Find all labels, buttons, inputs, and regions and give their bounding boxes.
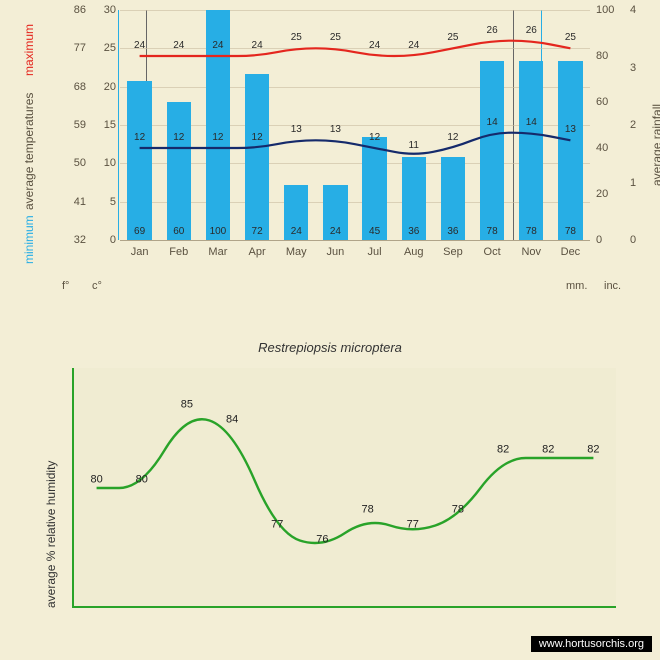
- y-title-minimum: minimum: [22, 215, 36, 264]
- species-name: Restrepiopsis microptera: [0, 340, 660, 355]
- y-ticks-mm: 020406080100: [596, 10, 624, 240]
- y-ticks-in: 01234: [630, 10, 654, 240]
- y-ticks-f: 32415059687786: [62, 10, 86, 240]
- humidity-chart: 808085847776787778828282: [56, 368, 616, 618]
- humidity-plot: 808085847776787778828282: [74, 368, 616, 608]
- unit-mm: mm.: [566, 280, 587, 292]
- axis-f: [118, 10, 119, 240]
- y-ticks-c: 051015202530: [92, 10, 116, 240]
- climate-chart: 32415059687786 051015202530 020406080100…: [50, 10, 610, 270]
- unit-f: f°: [62, 280, 69, 292]
- unit-in: inc.: [604, 280, 621, 292]
- y-title-avg-temps: average temperatures: [22, 93, 36, 210]
- unit-c: c°: [92, 280, 102, 292]
- y-title-maximum: maximum: [22, 24, 36, 76]
- humidity-line: [74, 368, 616, 608]
- temp-lines: [120, 10, 590, 240]
- plot-area: 32415059687786 051015202530 020406080100…: [120, 10, 590, 240]
- watermark: www.hortusorchis.org: [531, 636, 652, 652]
